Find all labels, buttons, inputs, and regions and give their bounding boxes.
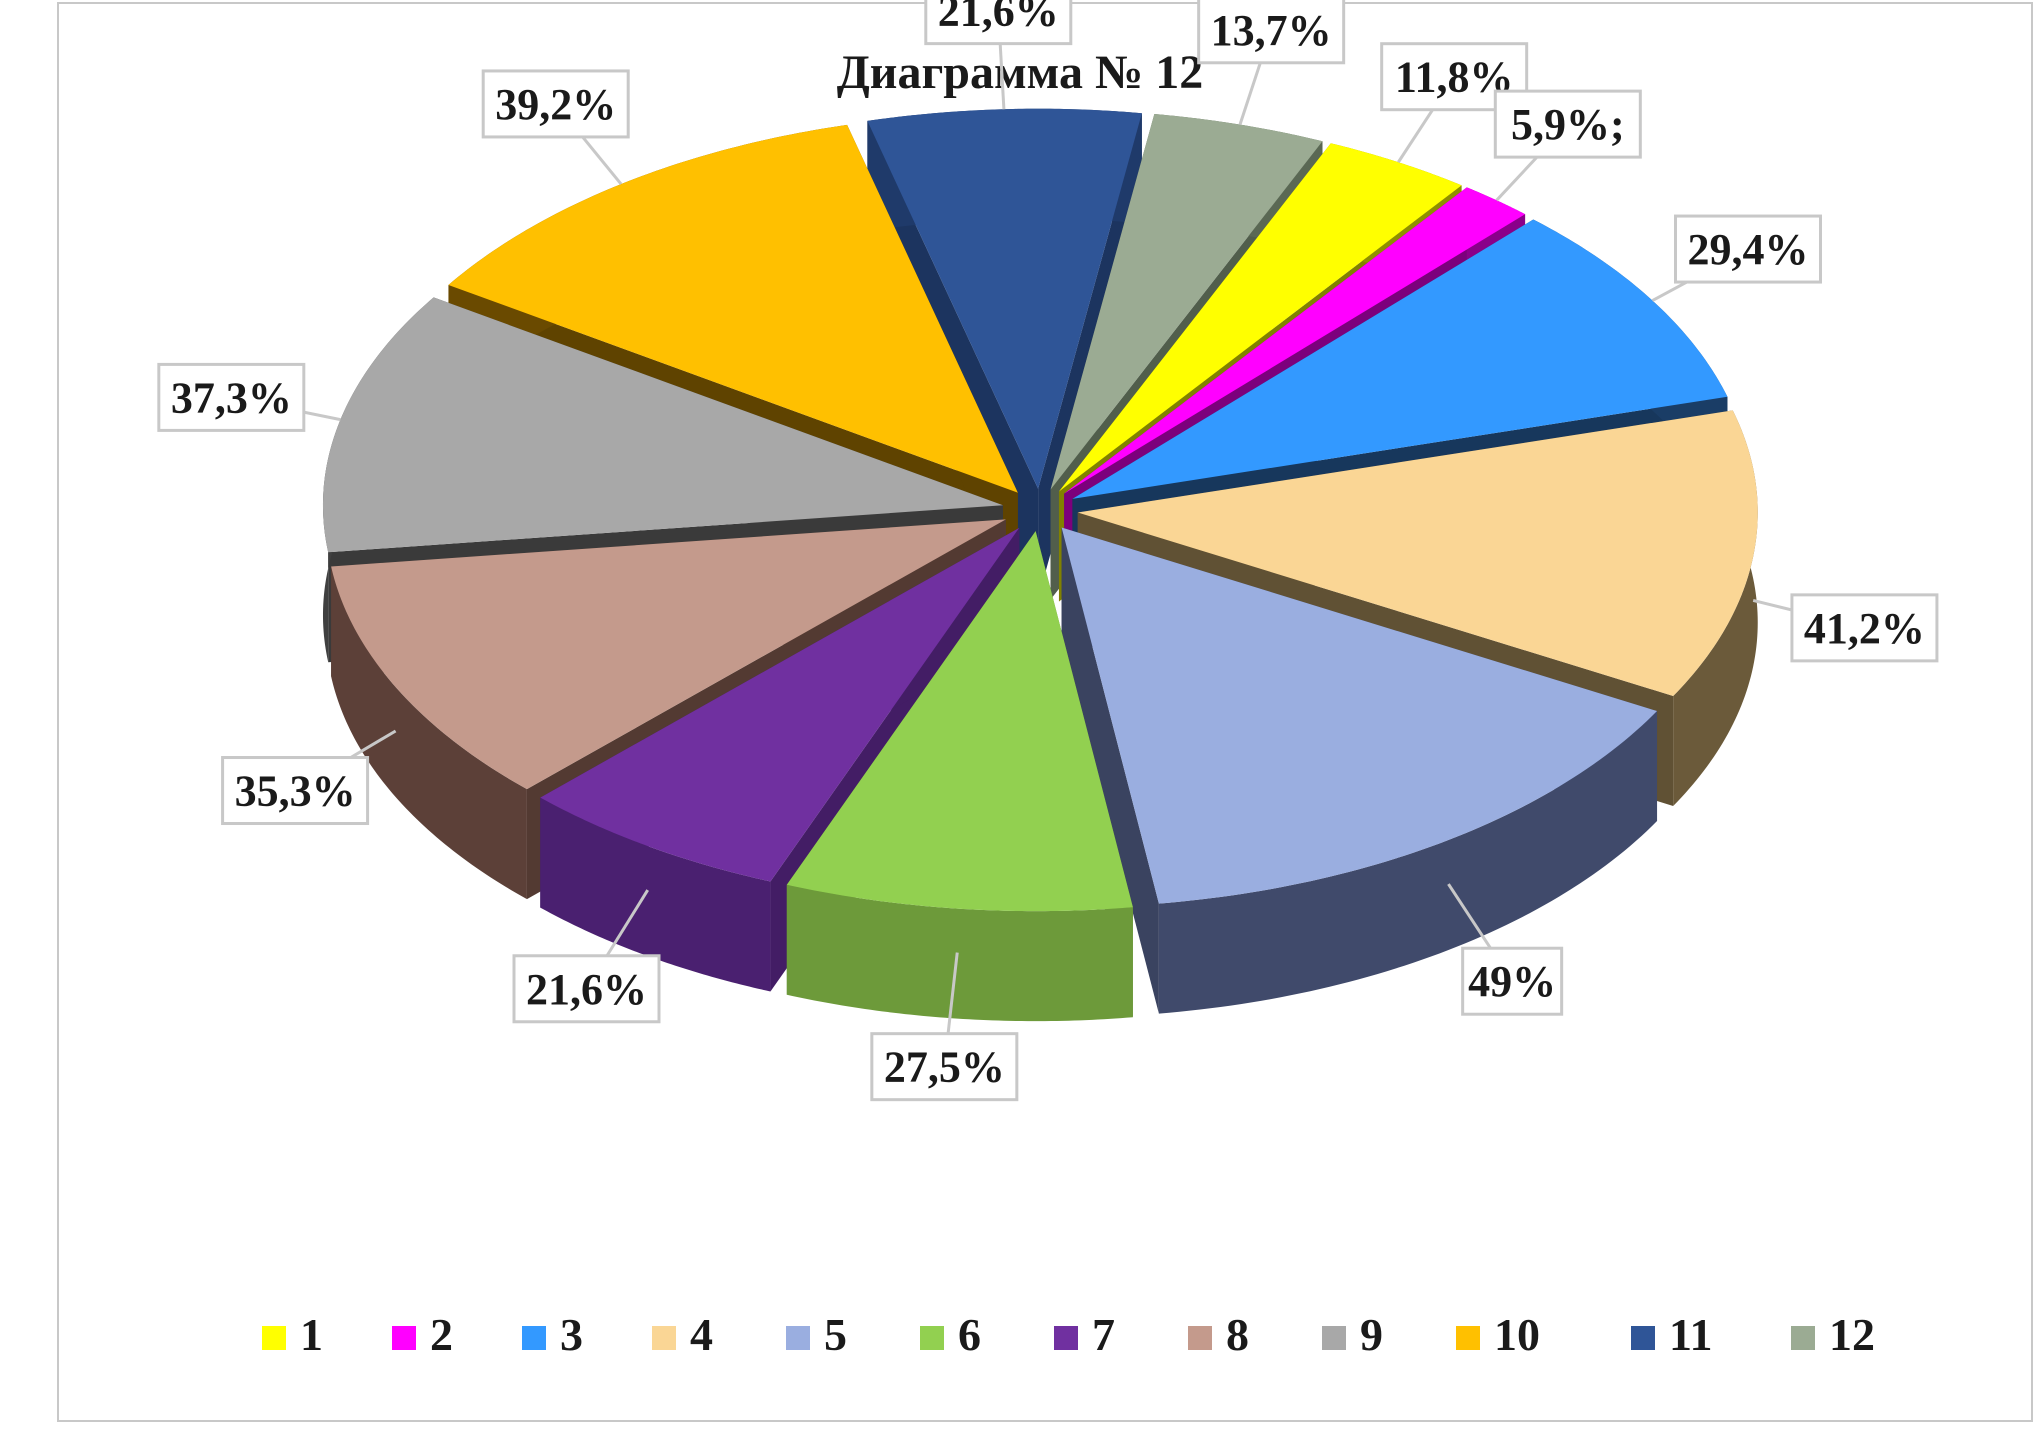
legend-swatch: [522, 1326, 546, 1350]
slice-top: [322, 297, 1003, 553]
data-label-box: [1673, 214, 1822, 284]
slice-top: [448, 124, 1018, 493]
data-label-box: [512, 954, 661, 1024]
legend-item-10: 10: [1456, 1309, 1540, 1360]
slice-top: [1058, 143, 1462, 492]
pie-slice-5: [1061, 527, 1658, 1014]
slice-top: [1064, 187, 1526, 494]
legend-item-6: 6: [920, 1309, 981, 1360]
data-label-9: 37,3%: [157, 362, 341, 432]
legend-swatch: [920, 1326, 944, 1350]
slice-top: [540, 527, 1020, 882]
legend-item-11: 11: [1631, 1309, 1712, 1360]
slice-side-face: [1061, 527, 1159, 1014]
slice-rim: [1158, 711, 1658, 1014]
data-label-box: [1790, 593, 1939, 663]
data-label-11: 21,6%: [924, 0, 1073, 110]
legend-item-5: 5: [786, 1309, 847, 1360]
legend-label: 12: [1829, 1309, 1875, 1360]
legend-label: 3: [560, 1309, 583, 1360]
legend-swatch: [1188, 1326, 1212, 1350]
legend-label: 7: [1092, 1309, 1115, 1360]
pie-slice-6: [786, 531, 1133, 1022]
slice-rim: [786, 884, 1133, 1022]
data-label-text: 13,7%: [1211, 6, 1332, 55]
data-label-box: [221, 756, 370, 826]
data-label-8: 35,3%: [221, 729, 397, 826]
chart-title: Диаграмма № 12: [837, 46, 1203, 99]
data-label-text: 49%: [1468, 957, 1556, 1006]
data-label-4: 41,2%: [1752, 593, 1939, 663]
slice-top: [786, 531, 1133, 912]
legend-item-1: 1: [262, 1309, 323, 1360]
legend-label: 8: [1226, 1309, 1249, 1360]
slice-top: [1077, 410, 1758, 697]
data-label-box: [924, 0, 1073, 46]
data-label-text: 11,8%: [1395, 53, 1514, 102]
data-label-box: [1493, 89, 1642, 159]
data-label-7: 21,6%: [512, 889, 661, 1024]
legend-swatch: [652, 1326, 676, 1350]
legend-label: 2: [430, 1309, 453, 1360]
data-label-6: 27,5%: [870, 952, 1019, 1102]
data-label-box: [870, 1032, 1019, 1102]
slice-top: [1061, 527, 1658, 904]
legend-label: 9: [1360, 1309, 1383, 1360]
legend-item-7: 7: [1054, 1309, 1115, 1360]
slice-top: [867, 108, 1142, 489]
slice-top: [331, 519, 1006, 790]
legend-label: 4: [690, 1309, 713, 1360]
data-label-text: 21,6%: [938, 0, 1059, 36]
legend-item-9: 9: [1322, 1309, 1383, 1360]
data-label-box: [1197, 0, 1346, 65]
data-label-text: 41,2%: [1804, 604, 1925, 653]
slice-rim: [540, 797, 771, 992]
data-label-3: 29,4%: [1651, 214, 1822, 302]
legend-label: 1: [300, 1309, 323, 1360]
legend-label: 10: [1494, 1309, 1540, 1360]
legend-item-12: 12: [1791, 1309, 1875, 1360]
data-label-5: 49%: [1447, 883, 1564, 1016]
pie-slices: [322, 108, 1758, 1022]
data-label-2: 5,9%;: [1493, 89, 1642, 202]
data-label-text: 27,5%: [884, 1043, 1005, 1092]
slice-top: [1072, 219, 1728, 499]
data-label-text: 37,3%: [171, 373, 292, 422]
legend-swatch: [262, 1326, 286, 1350]
data-label-box: [157, 362, 306, 432]
legend-label: 5: [824, 1309, 847, 1360]
legend-label: 6: [958, 1309, 981, 1360]
slice-top: [1050, 114, 1323, 490]
data-label-text: 39,2%: [495, 80, 616, 129]
legend-swatch: [1322, 1326, 1346, 1350]
legend-swatch: [786, 1326, 810, 1350]
slice-rim: [331, 566, 527, 900]
legend-label: 11: [1669, 1309, 1712, 1360]
legend-item-2: 2: [392, 1309, 453, 1360]
data-label-10: 39,2%: [481, 69, 630, 186]
legend-swatch: [1791, 1326, 1815, 1350]
data-label-box: [1461, 946, 1564, 1016]
legend-swatch: [392, 1326, 416, 1350]
legend-swatch: [1054, 1326, 1078, 1350]
legend-item-4: 4: [652, 1309, 713, 1360]
data-label-text: 5,9%;: [1511, 100, 1625, 149]
legend-swatch: [1631, 1326, 1655, 1350]
legend: 1 2 3 4 5 6 7 8 9 10 11 12: [262, 1309, 1875, 1360]
data-label-text: 35,3%: [235, 767, 356, 816]
legend-item-8: 8: [1188, 1309, 1249, 1360]
legend-item-3: 3: [522, 1309, 583, 1360]
data-label-12: 13,7%: [1197, 0, 1346, 126]
legend-swatch: [1456, 1326, 1480, 1350]
data-label-text: 29,4%: [1687, 225, 1808, 274]
data-label-text: 21,6%: [526, 965, 647, 1014]
data-label-box: [481, 69, 630, 139]
data-labels: 11,8%5,9%; 29,4% 41,2% 49% 27,5% 21,6% 35,3% 37…: [157, 0, 1939, 1102]
